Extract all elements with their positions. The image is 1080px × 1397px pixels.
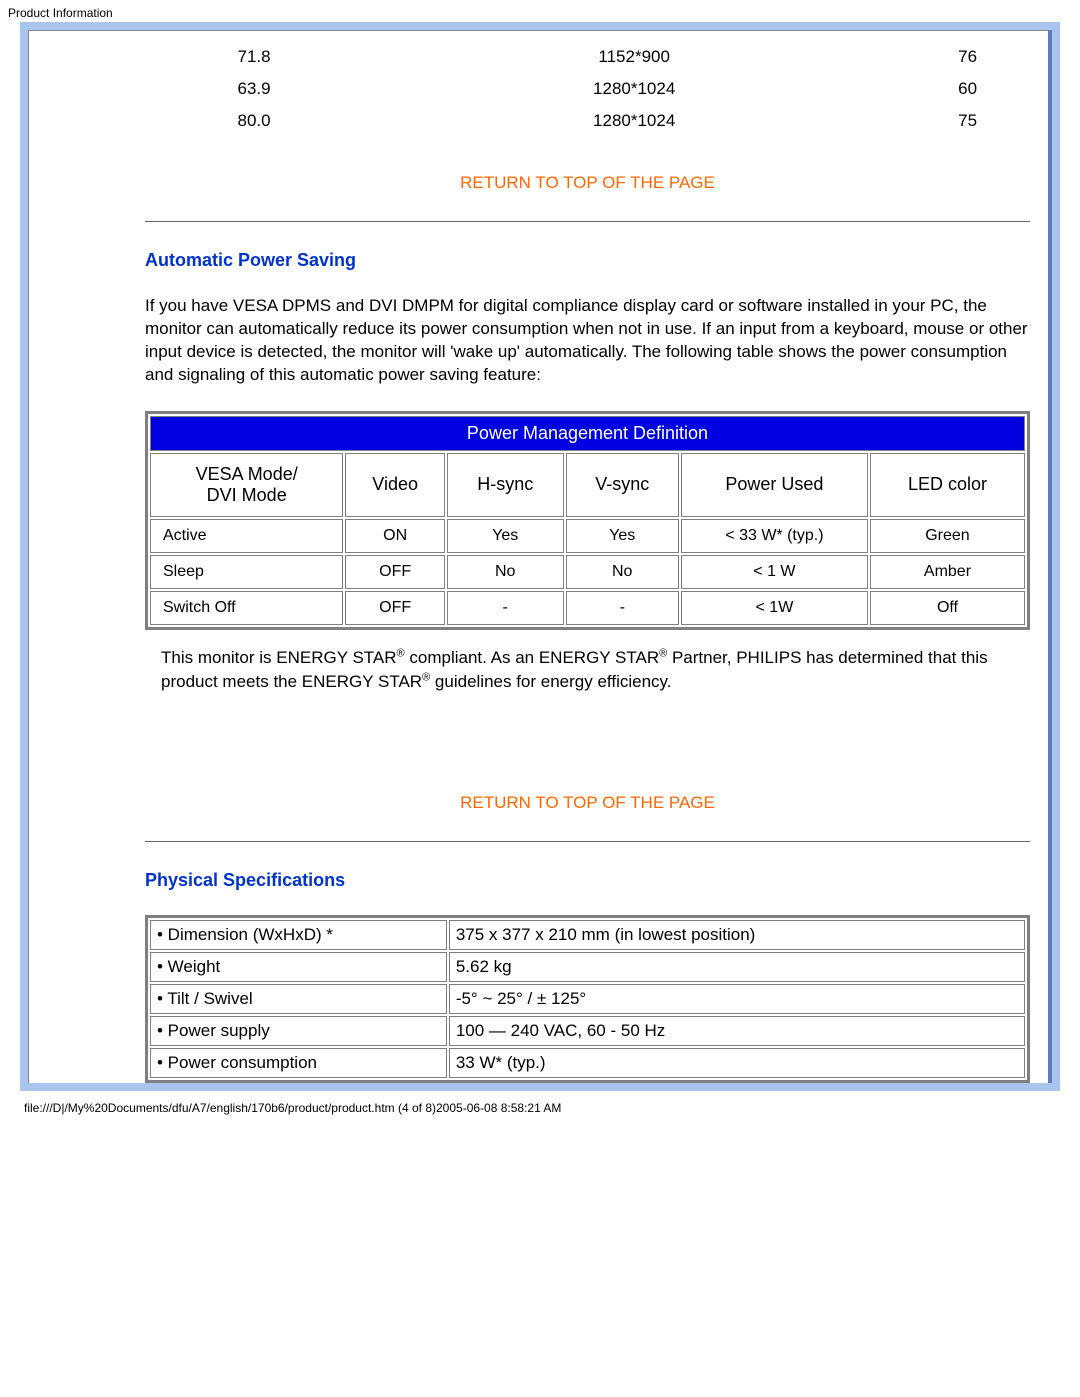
spec-value: 375 x 377 x 210 mm (in lowest position) <box>449 920 1025 950</box>
pm-col-head: VESA Mode/ DVI Mode <box>150 453 343 517</box>
table-row: 63.9 1280*1024 60 <box>145 73 1030 105</box>
inner-page: 71.8 1152*900 76 63.9 1280*1024 60 80.0 … <box>28 30 1052 1083</box>
pm-cell: OFF <box>345 591 445 625</box>
pm-cell: Amber <box>870 555 1025 589</box>
pm-cell: Active <box>150 519 343 553</box>
table-row: • Power supply 100 — 240 VAC, 60 - 50 Hz <box>150 1016 1025 1046</box>
pm-col-head: V-sync <box>566 453 679 517</box>
footer-file-path: file:///D|/My%20Documents/dfu/A7/english… <box>0 1091 1080 1119</box>
res-cell: 1280*1024 <box>363 105 905 137</box>
section-title-physical-specs: Physical Specifications <box>145 870 1030 891</box>
divider <box>145 841 1030 842</box>
spec-label: • Weight <box>150 952 447 982</box>
spec-label: • Power consumption <box>150 1048 447 1078</box>
table-row: Sleep OFF No No < 1 W Amber <box>150 555 1025 589</box>
table-row: Switch Off OFF - - < 1W Off <box>150 591 1025 625</box>
table-row: 71.8 1152*900 76 <box>145 41 1030 73</box>
rate-cell: 76 <box>905 41 1030 73</box>
table-row: • Tilt / Swivel -5° ~ 25° / ± 125° <box>150 984 1025 1014</box>
pm-table-title: Power Management Definition <box>150 416 1025 451</box>
pm-cell: - <box>566 591 679 625</box>
res-cell: 1280*1024 <box>363 73 905 105</box>
pm-col-head: LED color <box>870 453 1025 517</box>
left-gutter <box>29 31 145 1083</box>
rate-cell: 60 <box>905 73 1030 105</box>
return-to-top-link[interactable]: RETURN TO TOP OF THE PAGE <box>145 173 1030 193</box>
freq-cell: 71.8 <box>145 41 363 73</box>
pm-col-head: Video <box>345 453 445 517</box>
pm-cell: Off <box>870 591 1025 625</box>
pm-cell: Yes <box>566 519 679 553</box>
return-to-top-link[interactable]: RETURN TO TOP OF THE PAGE <box>145 793 1030 813</box>
pm-col-head: Power Used <box>681 453 868 517</box>
spec-label: • Power supply <box>150 1016 447 1046</box>
pm-cell: OFF <box>345 555 445 589</box>
pm-cell: No <box>566 555 679 589</box>
table-row: • Power consumption 33 W* (typ.) <box>150 1048 1025 1078</box>
spec-value: -5° ~ 25° / ± 125° <box>449 984 1025 1014</box>
table-row: • Dimension (WxHxD) * 375 x 377 x 210 mm… <box>150 920 1025 950</box>
pm-cell: No <box>447 555 564 589</box>
pm-cell: < 33 W* (typ.) <box>681 519 868 553</box>
freq-cell: 80.0 <box>145 105 363 137</box>
table-row: 80.0 1280*1024 75 <box>145 105 1030 137</box>
pm-cell: - <box>447 591 564 625</box>
resolution-table: 71.8 1152*900 76 63.9 1280*1024 60 80.0 … <box>145 41 1030 137</box>
section-title-power-saving: Automatic Power Saving <box>145 250 1030 271</box>
pm-cell: Sleep <box>150 555 343 589</box>
physical-spec-table: • Dimension (WxHxD) * 375 x 377 x 210 mm… <box>145 915 1030 1083</box>
energy-star-text: This monitor is ENERGY STAR® compliant. … <box>145 646 1030 694</box>
rate-cell: 75 <box>905 105 1030 137</box>
pm-cell: < 1 W <box>681 555 868 589</box>
page-header: Product Information <box>0 0 1080 22</box>
res-cell: 1152*900 <box>363 41 905 73</box>
spec-value: 33 W* (typ.) <box>449 1048 1025 1078</box>
spec-value: 5.62 kg <box>449 952 1025 982</box>
pm-cell: Yes <box>447 519 564 553</box>
table-row: • Weight 5.62 kg <box>150 952 1025 982</box>
spec-label: • Tilt / Swivel <box>150 984 447 1014</box>
pm-cell: ON <box>345 519 445 553</box>
table-row: Active ON Yes Yes < 33 W* (typ.) Green <box>150 519 1025 553</box>
power-saving-description: If you have VESA DPMS and DVI DMPM for d… <box>145 295 1030 387</box>
pm-cell: Green <box>870 519 1025 553</box>
divider <box>145 221 1030 222</box>
spec-value: 100 — 240 VAC, 60 - 50 Hz <box>449 1016 1025 1046</box>
pm-cell: Switch Off <box>150 591 343 625</box>
spec-label: • Dimension (WxHxD) * <box>150 920 447 950</box>
power-management-table: Power Management Definition VESA Mode/ D… <box>145 411 1030 630</box>
pm-cell: < 1W <box>681 591 868 625</box>
pm-col-head: H-sync <box>447 453 564 517</box>
freq-cell: 63.9 <box>145 73 363 105</box>
outer-frame: 71.8 1152*900 76 63.9 1280*1024 60 80.0 … <box>20 22 1060 1091</box>
